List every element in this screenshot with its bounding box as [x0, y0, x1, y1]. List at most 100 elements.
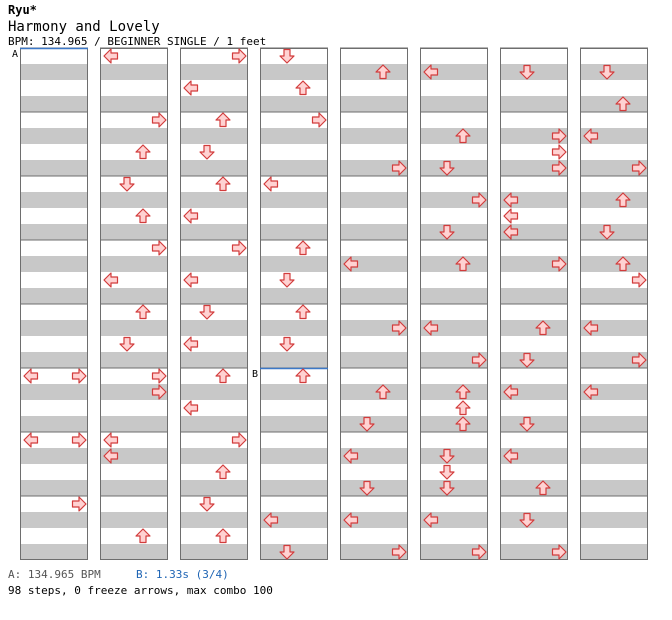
- chart-meta: BPM: 134.965 / BEGINNER SINGLE / 1 feet: [8, 35, 267, 48]
- beat-band: [20, 192, 88, 208]
- beat-band: [180, 512, 248, 528]
- song-artist: Ryu*: [8, 3, 37, 17]
- arrow-left-icon: [423, 512, 439, 528]
- beat-band: [340, 64, 408, 80]
- arrow-up-icon: [215, 528, 231, 544]
- beat-band: [500, 480, 568, 496]
- beat-band: [100, 352, 168, 368]
- column-border: [340, 48, 408, 560]
- arrow-left-icon: [503, 384, 519, 400]
- arrow-left-icon: [583, 128, 599, 144]
- beat-band: [500, 192, 568, 208]
- arrow-left-icon: [423, 64, 439, 80]
- beat-band: [580, 320, 648, 336]
- beat-band: [20, 160, 88, 176]
- beat-band: [100, 480, 168, 496]
- arrow-up-icon: [295, 80, 311, 96]
- stop-legend: B: 1.33s (3/4): [136, 568, 229, 581]
- beat-band: [100, 128, 168, 144]
- arrow-left-icon: [183, 80, 199, 96]
- beat-band: [580, 512, 648, 528]
- beat-band: [580, 448, 648, 464]
- arrow-down-icon: [199, 496, 215, 512]
- arrow-left-icon: [423, 320, 439, 336]
- beat-band: [500, 256, 568, 272]
- beat-band: [180, 224, 248, 240]
- beat-band: [580, 416, 648, 432]
- beat-band: [500, 128, 568, 144]
- beat-band: [260, 384, 328, 400]
- beat-band: [500, 224, 568, 240]
- arrow-down-icon: [199, 304, 215, 320]
- beat-band: [100, 320, 168, 336]
- arrow-right-icon: [71, 432, 87, 448]
- arrow-left-icon: [103, 432, 119, 448]
- arrow-down-icon: [279, 272, 295, 288]
- arrow-up-icon: [215, 176, 231, 192]
- beat-band: [580, 288, 648, 304]
- arrow-down-icon: [279, 336, 295, 352]
- beat-band: [500, 320, 568, 336]
- arrow-up-icon: [455, 128, 471, 144]
- beat-band: [580, 192, 648, 208]
- arrow-left-icon: [183, 336, 199, 352]
- beat-band: [20, 320, 88, 336]
- arrow-right-icon: [551, 544, 567, 560]
- arrow-down-icon: [439, 160, 455, 176]
- beat-band: [100, 448, 168, 464]
- beat-band: [260, 416, 328, 432]
- arrow-left-icon: [503, 208, 519, 224]
- arrow-left-icon: [23, 432, 39, 448]
- arrow-right-icon: [151, 112, 167, 128]
- beat-band: [180, 256, 248, 272]
- bpm-legend: A: 134.965 BPM: [8, 568, 101, 581]
- column-border: [260, 48, 328, 560]
- arrow-up-icon: [615, 192, 631, 208]
- arrow-down-icon: [279, 544, 295, 560]
- step-chart: AB: [12, 47, 648, 560]
- arrow-up-icon: [455, 256, 471, 272]
- arrow-left-icon: [103, 272, 119, 288]
- arrow-right-icon: [471, 352, 487, 368]
- beat-band: [100, 160, 168, 176]
- arrow-down-icon: [599, 224, 615, 240]
- beat-band: [260, 288, 328, 304]
- arrow-right-icon: [231, 240, 247, 256]
- column-border: [580, 48, 648, 560]
- beat-band: [580, 96, 648, 112]
- arrow-down-icon: [439, 480, 455, 496]
- beat-band: [420, 544, 488, 560]
- arrow-left-icon: [103, 448, 119, 464]
- arrow-left-icon: [263, 512, 279, 528]
- beat-band: [420, 288, 488, 304]
- beat-band: [420, 384, 488, 400]
- arrow-left-icon: [583, 320, 599, 336]
- beat-band: [100, 64, 168, 80]
- arrow-up-icon: [615, 96, 631, 112]
- beat-band: [340, 544, 408, 560]
- beat-band: [340, 224, 408, 240]
- beat-band: [260, 480, 328, 496]
- beat-band: [20, 544, 88, 560]
- arrow-up-icon: [215, 368, 231, 384]
- beat-band: [100, 192, 168, 208]
- beat-band: [180, 192, 248, 208]
- beat-band: [260, 192, 328, 208]
- arrow-left-icon: [503, 448, 519, 464]
- beat-band: [20, 288, 88, 304]
- beat-band: [20, 416, 88, 432]
- beat-band: [100, 416, 168, 432]
- arrow-right-icon: [151, 368, 167, 384]
- beat-band: [100, 512, 168, 528]
- beat-band: [340, 320, 408, 336]
- beat-band: [500, 160, 568, 176]
- arrow-right-icon: [311, 112, 327, 128]
- beat-band: [20, 224, 88, 240]
- beat-band: [20, 128, 88, 144]
- arrow-up-icon: [135, 304, 151, 320]
- beat-band: [580, 544, 648, 560]
- arrow-left-icon: [183, 208, 199, 224]
- beat-band: [580, 352, 648, 368]
- beat-band: [180, 320, 248, 336]
- beat-band: [420, 96, 488, 112]
